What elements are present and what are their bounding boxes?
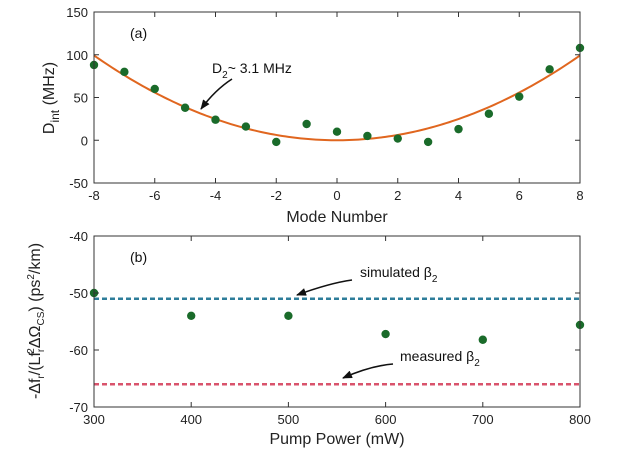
a-x-tick-label: 2 xyxy=(394,188,401,203)
panel-a-annotation-arrow xyxy=(200,78,233,110)
panel-a-data-point xyxy=(484,109,494,118)
panel-b-x-ticks: 300 400 500 600 700 800 xyxy=(83,236,591,427)
a-y-tick-label: -50 xyxy=(69,176,88,191)
b-y-tick-label: -50 xyxy=(69,286,88,301)
panel-b-annotation-measured-arrow xyxy=(342,363,394,379)
panel-a-data-point xyxy=(211,115,220,124)
panel-b-y-ticks: -70 -60 -50 -40 xyxy=(69,229,580,415)
panel-a-y-axis-label: Dint (MHz) xyxy=(41,62,62,134)
panel-a-data-point xyxy=(515,92,524,101)
panel-b-marks xyxy=(89,288,585,386)
panel-b-data-point xyxy=(381,329,390,339)
a-x-tick-label: 4 xyxy=(455,188,462,203)
panel-a-label: (a) xyxy=(130,25,147,41)
panel-a-data-point xyxy=(302,119,311,129)
panel-a-data-point xyxy=(120,67,129,77)
panel-b-annotation-simulated-arrow xyxy=(296,279,353,296)
a-y-tick-label: 100 xyxy=(66,48,88,63)
a-x-tick-label: 8 xyxy=(576,188,583,203)
panel-a-data-point xyxy=(454,124,463,134)
a-x-tick-label: -8 xyxy=(88,188,100,203)
panel-a-marks xyxy=(89,43,585,147)
a-x-tick-label: 0 xyxy=(333,188,340,203)
a-x-tick-label: -2 xyxy=(270,188,282,203)
panel-a-data-point xyxy=(150,84,159,94)
b-x-tick-label: 500 xyxy=(278,412,300,427)
panel-a-data-point xyxy=(423,137,433,147)
panel-a-frame xyxy=(93,11,581,184)
b-x-tick-label: 700 xyxy=(472,412,494,427)
panel-b-annotation-simulated: simulated β2 xyxy=(360,264,438,285)
panel-a-data-point xyxy=(241,122,251,131)
panel-a-data-point xyxy=(332,127,342,136)
b-x-tick-label: 600 xyxy=(375,412,397,427)
panel-a-annotation: D2~ 3.1 MHz xyxy=(212,60,292,81)
panel-a-data-point xyxy=(180,103,190,112)
panel-a-y-ticks: -50 0 50 100 150 xyxy=(66,5,580,191)
panel-b-frame xyxy=(93,235,581,408)
panel-b-x-axis-label: Pump Power (mW) xyxy=(269,431,404,448)
panel-b-data-point xyxy=(284,311,293,320)
panel-a-fit-curve xyxy=(93,54,581,142)
b-x-tick-label: 400 xyxy=(180,412,202,427)
a-x-tick-label: 6 xyxy=(516,188,523,203)
b-x-tick-label: 800 xyxy=(569,412,591,427)
panel-a-data-point xyxy=(363,131,372,141)
panel-b-data-point xyxy=(187,311,196,320)
panel-a-x-ticks: -8 -6 -4 -2 0 2 4 6 8 xyxy=(88,12,584,203)
a-x-tick-label: -4 xyxy=(210,188,222,203)
panel-b-annotation-measured: measured β2 xyxy=(400,348,480,369)
a-y-tick-label: 150 xyxy=(66,5,88,20)
panel-b: 300 400 500 600 700 800 -70 -60 -50 -40 (b) simu… xyxy=(26,229,591,448)
panel-a: -8 -6 -4 -2 0 2 4 6 8 -50 0 50 100 150 (a) D2~ 3.1 M… xyxy=(41,5,585,226)
b-y-tick-label: -70 xyxy=(69,400,88,415)
panel-b-y-axis-label: -Δfr/(Lfr2ΔΩCS) (ps2/km) xyxy=(26,243,47,399)
b-y-tick-label: -40 xyxy=(69,229,88,244)
a-x-tick-label: -6 xyxy=(149,188,161,203)
a-y-tick-label: 0 xyxy=(81,133,88,148)
a-y-tick-label: 50 xyxy=(74,91,88,106)
panel-a-data-point xyxy=(545,65,554,74)
panel-a-data-point xyxy=(272,137,281,147)
panel-b-data-point xyxy=(478,335,487,344)
panel-a-x-axis-label: Mode Number xyxy=(286,209,388,226)
panel-b-label: (b) xyxy=(130,249,147,265)
b-x-tick-label: 300 xyxy=(83,412,105,427)
panel-a-data-point xyxy=(393,134,402,143)
b-y-tick-label: -60 xyxy=(69,343,88,358)
